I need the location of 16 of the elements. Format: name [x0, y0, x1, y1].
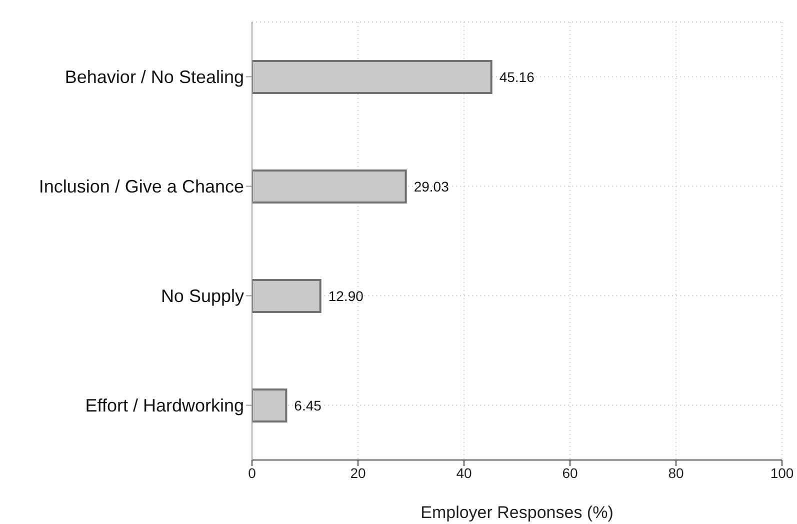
x-tick-label: 0 [248, 464, 256, 481]
y-tick-label: No Supply [160, 286, 244, 306]
x-tick-label: 60 [562, 464, 578, 481]
x-tick-label: 80 [668, 464, 684, 481]
x-axis-title: Employer Responses (%) [420, 503, 614, 522]
bar [252, 279, 322, 313]
data-label: 12.90 [328, 288, 364, 304]
data-label: 6.45 [294, 397, 322, 414]
y-tick-label: Effort / Hardworking [85, 396, 244, 416]
x-tick-label: 100 [770, 464, 794, 481]
y-tick-label: Behavior / No Stealing [64, 67, 244, 88]
x-tick-label: 40 [456, 464, 472, 481]
y-tick-label: Inclusion / Give a Chance [38, 176, 244, 197]
data-label: 29.03 [414, 178, 450, 194]
x-tick-label: 20 [350, 464, 366, 481]
data-label: 45.16 [499, 68, 535, 85]
